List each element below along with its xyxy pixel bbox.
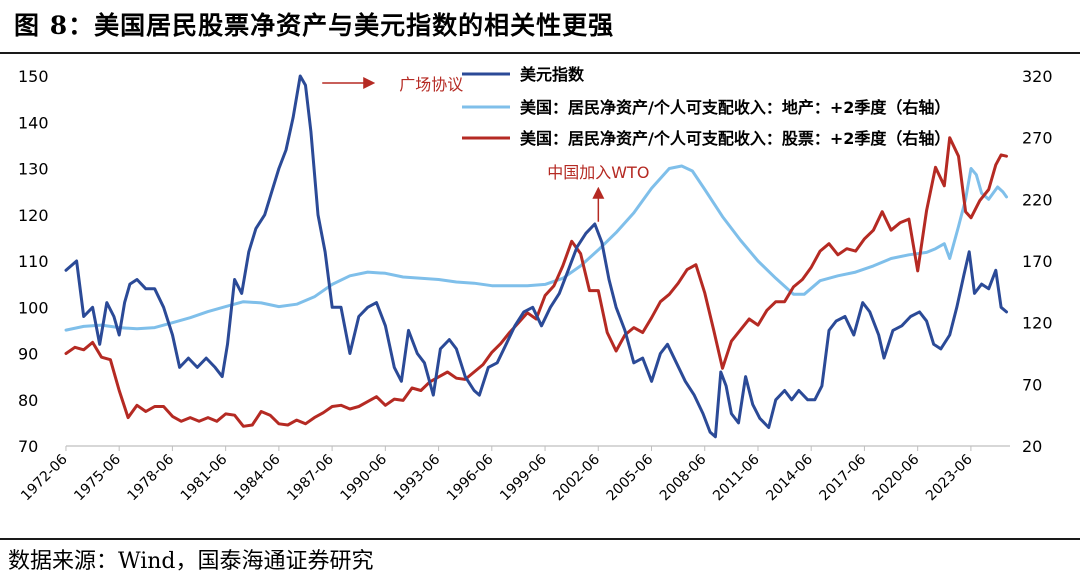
x-tick-label: 2023-06 [923, 451, 976, 504]
y-right-tick-label: 320 [1022, 67, 1053, 86]
x-tick-label: 1981-06 [178, 451, 231, 504]
x-tick-label: 1987-06 [284, 451, 337, 504]
y-right-tick-label: 120 [1022, 314, 1053, 333]
y-left-tick-label: 140 [18, 113, 49, 132]
x-tick-label: 1999-06 [497, 451, 550, 504]
y-right-tick-label: 20 [1022, 437, 1042, 456]
y-left-tick-label: 100 [18, 298, 49, 317]
x-tick-label: 2011-06 [710, 451, 763, 504]
x-tick-label: 2014-06 [763, 451, 816, 504]
y-left-tick-label: 130 [18, 160, 49, 179]
y-left-tick-label: 90 [18, 345, 38, 364]
x-tick-label: 2005-06 [604, 451, 657, 504]
x-tick-label: 2020-06 [870, 451, 923, 504]
series-line-1 [64, 164, 1008, 332]
x-tick-label: 2008-06 [657, 451, 710, 504]
y-left-tick-label: 110 [18, 252, 49, 271]
y-left-tick-label: 70 [18, 437, 38, 456]
legend-label-2: 美国：居民净资产/个人可支配收入：股票：+2季度（右轴） [520, 129, 950, 148]
x-tick-label: 1990-06 [337, 451, 390, 504]
x-tick-label: 1993-06 [391, 451, 444, 504]
y-right-tick-label: 170 [1022, 252, 1053, 271]
y-left-tick-label: 120 [18, 206, 49, 225]
annotation-label: 中国加入WTO [547, 163, 649, 182]
y-right-tick-label: 220 [1022, 190, 1053, 209]
y-right-tick-label: 270 [1022, 129, 1053, 148]
x-tick-label: 1978-06 [125, 451, 178, 504]
source-rule [0, 538, 1080, 540]
legend-label-0: 美元指数 [520, 65, 585, 84]
series-line-2 [64, 136, 1008, 428]
x-tick-label: 1975-06 [71, 451, 124, 504]
x-tick-label: 1984-06 [231, 451, 284, 504]
y-left-tick-label: 150 [18, 67, 49, 86]
figure-title: 图 8：美国居民股票净资产与美元指数的相关性更强 [14, 11, 615, 40]
legend-label-1: 美国：居民净资产/个人可支配收入：地产：+2季度（右轴） [520, 98, 950, 117]
y-right-tick-label: 70 [1022, 375, 1042, 394]
figure-source: 数据来源：Wind，国泰海通证券研究 [8, 549, 374, 574]
x-tick-label: 2017-06 [817, 451, 870, 504]
series-line-0 [64, 74, 1008, 439]
x-tick-label: 1996-06 [444, 451, 497, 504]
x-tick-label: 2002-06 [550, 451, 603, 504]
series-layer [64, 74, 1008, 439]
chart-area: 70 80 90 100 110 120 130 140 150 20 70 120 170 220 270… [18, 65, 1053, 504]
y-left-tick-label: 80 [18, 391, 38, 410]
annotation-label: 广场协议 [399, 75, 463, 94]
x-tick-label: 1972-06 [18, 451, 71, 504]
title-rule [0, 52, 1080, 54]
